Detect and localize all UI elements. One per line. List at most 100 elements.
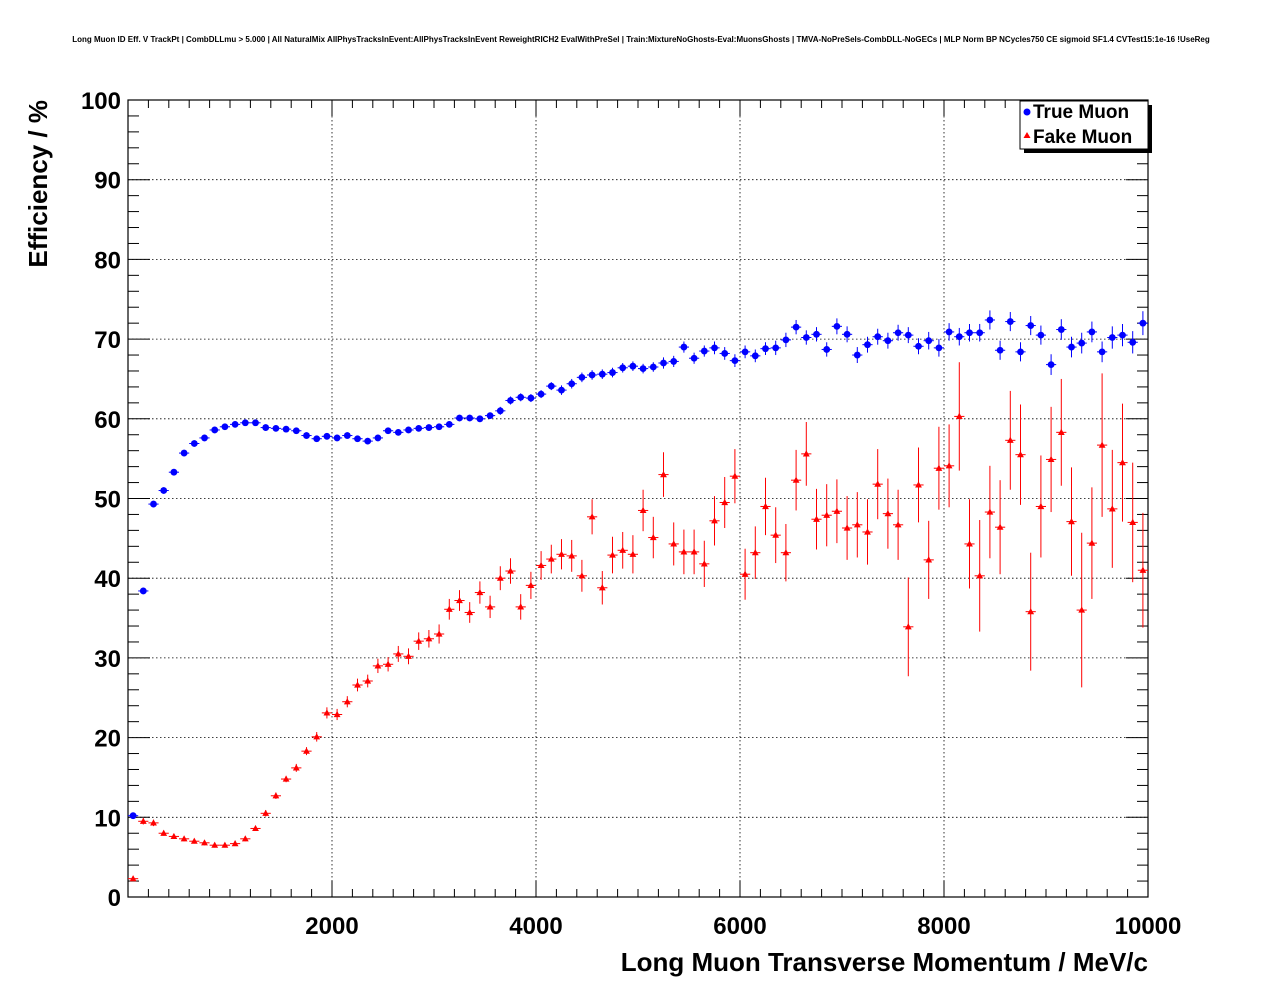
data-point [925,337,933,345]
data-point [772,531,780,538]
data-point [394,428,402,436]
data-point [1027,608,1035,615]
data-point [894,521,902,528]
data-point [405,652,412,659]
data-point [1057,428,1065,435]
data-point [721,498,729,506]
data-point [160,829,168,836]
data-point [568,380,576,388]
data-point [354,681,361,688]
data-point [996,523,1004,530]
data-point [925,556,933,563]
data-point [792,476,800,483]
data-point [711,517,718,524]
grid [128,100,1148,897]
data-point [598,584,606,591]
data-point [680,343,688,351]
data-point [252,419,259,427]
data-point [802,450,810,457]
data-point [139,817,147,824]
data-point [384,660,392,667]
data-point [466,608,474,616]
data-point [894,329,902,337]
data-point [231,840,239,847]
legend-true-muon-label: True Muon [1033,102,1129,123]
data-point [241,835,249,842]
data-point [1108,334,1116,341]
data-point [323,432,331,440]
series-layer [128,310,1148,882]
data-point [649,533,657,541]
data-point [1057,326,1065,333]
data-point [517,603,525,610]
data-point [507,397,514,404]
data-point [445,605,453,612]
data-point [782,549,790,556]
data-point [241,419,249,427]
data-point [833,507,841,514]
data-point [568,552,576,559]
data-point [343,432,351,439]
data-point [639,506,647,514]
data-point [303,747,310,754]
data-point [201,839,208,846]
data-point [507,567,514,574]
data-point [629,550,637,557]
x-tick-label: 8000 [917,913,970,940]
y-tick-label: 70 [94,327,121,354]
data-point [252,824,259,832]
data-point [537,390,545,398]
data-point [262,424,270,431]
data-point [680,548,688,555]
data-point [609,369,616,376]
data-point [221,423,229,431]
x-tick-label: 10000 [1115,913,1182,940]
data-point [966,540,973,547]
data-point [751,352,759,360]
data-point [190,837,198,844]
data-point [170,468,178,476]
data-point [1047,361,1055,369]
data-point [201,434,208,442]
data-point [456,414,463,422]
data-point [180,449,188,457]
data-point [292,427,300,435]
data-point [762,345,769,353]
data-point [425,635,433,642]
y-axis-label: Efficiency / % [23,100,53,268]
data-point [129,812,137,820]
series-fake-muon [128,362,1148,882]
data-point [139,587,147,595]
data-point [813,330,820,338]
data-point [180,835,188,842]
data-point [1088,539,1096,546]
data-point [496,407,504,415]
x-axis-label: Long Muon Transverse Momentum / MeV/c [621,947,1148,977]
data-point [904,623,912,630]
legend-true-muon-marker [1023,108,1031,116]
data-point [884,510,892,517]
x-tick-label: 4000 [509,913,562,940]
data-point [537,561,545,569]
data-point [741,348,749,356]
legend-fake-muon-marker [1023,132,1031,138]
data-point [231,420,239,428]
data-point [1078,606,1086,613]
data-point [150,500,157,508]
data-point [547,555,555,562]
data-point [1088,328,1096,336]
y-tick-label: 100 [81,88,121,115]
data-point [1078,339,1086,347]
series-true-muon [128,310,1148,820]
legend-box [1019,100,1149,150]
data-point [333,710,341,718]
data-point [323,709,331,716]
x-tick-label: 6000 [713,913,766,940]
data-point [629,362,637,370]
data-point [945,328,953,336]
data-point [945,462,953,469]
data-point [813,515,820,522]
data-point [496,574,504,581]
data-point [670,540,678,547]
data-point [1139,319,1147,327]
